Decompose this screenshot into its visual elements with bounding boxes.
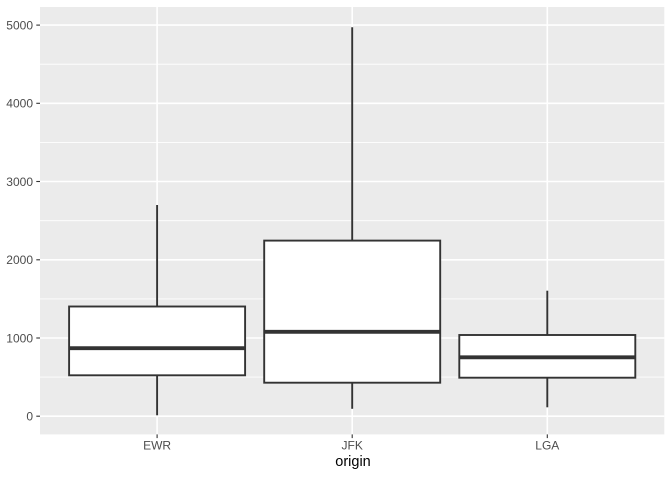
svg-text:5000: 5000 (6, 18, 33, 32)
svg-text:4000: 4000 (6, 97, 33, 111)
svg-text:2000: 2000 (6, 253, 33, 267)
svg-text:0: 0 (26, 410, 33, 424)
svg-text:origin: origin (335, 454, 370, 470)
svg-text:EWR: EWR (143, 439, 171, 453)
svg-text:3000: 3000 (6, 175, 33, 189)
svg-text:JFK: JFK (342, 439, 363, 453)
svg-text:1000: 1000 (6, 331, 33, 345)
svg-text:LGA: LGA (535, 439, 559, 453)
